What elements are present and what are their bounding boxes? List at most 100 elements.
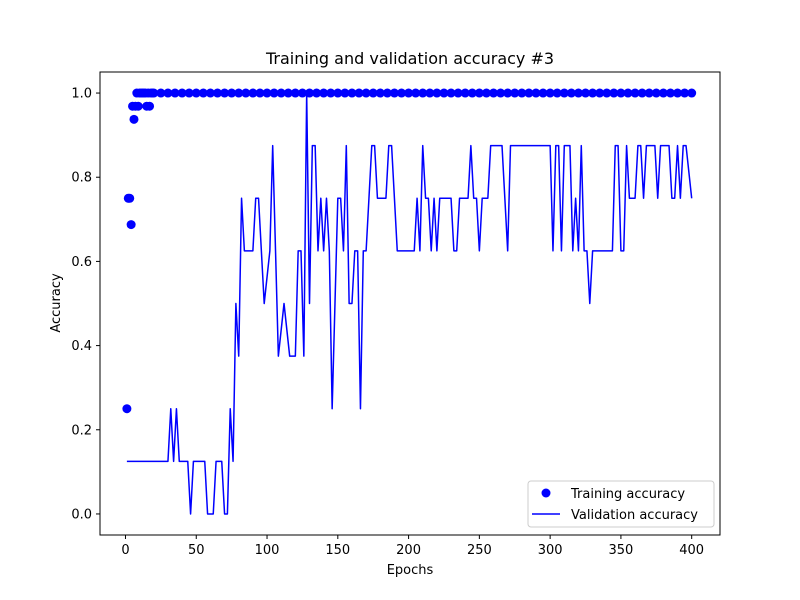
y-tick-label: 0.8 (71, 171, 92, 186)
training-accuracy-point (425, 88, 435, 98)
y-tick-label: 0.2 (71, 423, 92, 438)
training-accuracy-point (432, 88, 442, 98)
y-tick-label: 0.6 (71, 255, 92, 270)
training-accuracy-point (566, 88, 576, 98)
training-accuracy-point (156, 88, 166, 98)
validation-accuracy-line (126, 92, 693, 515)
training-accuracy-point (418, 88, 428, 98)
training-accuracy-point (389, 88, 399, 98)
training-accuracy-point (489, 88, 499, 98)
training-accuracy-point (637, 88, 647, 98)
training-accuracy-point (333, 88, 343, 98)
y-axis-ticks: 0.0 0.2 0.4 0.6 0.8 1.0 (71, 87, 100, 522)
training-accuracy-point (552, 88, 562, 98)
training-accuracy-point (644, 88, 654, 98)
training-accuracy-point (382, 88, 392, 98)
x-tick-label: 100 (255, 543, 280, 558)
x-axis-ticks: 0 50 100 150 200 250 300 350 400 (121, 535, 704, 558)
training-accuracy-point (531, 88, 541, 98)
training-accuracy-point (524, 88, 534, 98)
training-accuracy-point (290, 88, 300, 98)
data-layer (122, 88, 697, 515)
training-accuracy-point (481, 88, 491, 98)
training-accuracy-point (595, 88, 605, 98)
y-tick-label: 0.0 (71, 507, 92, 522)
training-accuracy-point (545, 88, 555, 98)
training-accuracy-point (673, 88, 683, 98)
x-tick-label: 150 (325, 543, 350, 558)
training-accuracy-point (517, 88, 527, 98)
training-accuracy-point (503, 88, 513, 98)
training-accuracy-point (248, 88, 258, 98)
legend-box (527, 480, 715, 528)
training-accuracy-point (538, 88, 548, 98)
training-accuracy-point (453, 88, 463, 98)
training-accuracy-point (609, 88, 619, 98)
training-accuracy-point (269, 88, 279, 98)
x-tick-label: 350 (608, 543, 633, 558)
training-accuracy-point (361, 88, 371, 98)
training-accuracy-point (347, 88, 357, 98)
training-accuracy-point (680, 88, 690, 98)
y-axis-title: Accuracy (49, 273, 64, 333)
training-accuracy-point (474, 88, 484, 98)
training-accuracy-point (467, 88, 477, 98)
x-axis-title: Epochs (387, 563, 434, 578)
training-accuracy-point (297, 88, 307, 98)
training-accuracy-point (340, 88, 350, 98)
training-accuracy-point (439, 88, 449, 98)
training-accuracy-point (133, 101, 143, 111)
training-accuracy-point (205, 88, 215, 98)
training-accuracy-point (687, 88, 697, 98)
training-accuracy-point (397, 88, 407, 98)
training-accuracy-point (411, 88, 421, 98)
x-tick-label: 250 (467, 543, 492, 558)
training-accuracy-point (177, 88, 187, 98)
training-accuracy-point (623, 88, 633, 98)
training-accuracy-point (368, 88, 378, 98)
training-accuracy-point (375, 88, 385, 98)
legend: Training accuracy Validation accuracy (527, 480, 715, 528)
training-accuracy-point (255, 88, 265, 98)
training-accuracy-point (658, 88, 668, 98)
training-accuracy-point (191, 88, 201, 98)
training-accuracy-point (122, 404, 132, 414)
training-accuracy-point (616, 88, 626, 98)
training-accuracy-point (354, 88, 364, 98)
training-accuracy-point (510, 88, 520, 98)
training-accuracy-point (198, 88, 208, 98)
training-accuracy-point (312, 88, 322, 98)
training-accuracy-point (129, 114, 139, 124)
x-tick-label: 400 (679, 543, 704, 558)
training-accuracy-point (630, 88, 640, 98)
training-accuracy-point (588, 88, 598, 98)
training-accuracy-point (220, 88, 230, 98)
training-accuracy-point (184, 88, 194, 98)
training-accuracy-point (559, 88, 569, 98)
training-accuracy-point (573, 88, 583, 98)
x-tick-label: 50 (188, 543, 205, 558)
axes-frame (99, 71, 721, 536)
training-accuracy-point (227, 88, 237, 98)
training-accuracy-point (404, 88, 414, 98)
training-accuracy-point (125, 193, 135, 203)
y-tick-label: 0.4 (71, 339, 92, 354)
training-accuracy-point (145, 101, 155, 111)
training-accuracy-point (496, 88, 506, 98)
chart-title: Training and validation accuracy #3 (265, 49, 554, 68)
training-accuracy-point (170, 88, 180, 98)
training-accuracy-point (326, 88, 336, 98)
legend-training-marker (541, 488, 551, 498)
training-accuracy-point (163, 88, 173, 98)
x-tick-label: 300 (538, 543, 563, 558)
training-accuracy-point (276, 88, 286, 98)
x-tick-label: 0 (121, 543, 129, 558)
training-accuracy-point (212, 88, 222, 98)
training-accuracy-point (283, 88, 293, 98)
training-accuracy-point (665, 88, 675, 98)
x-tick-label: 200 (396, 543, 421, 558)
training-accuracy-point (149, 88, 159, 98)
training-accuracy-point (319, 88, 329, 98)
training-accuracy-point (460, 88, 470, 98)
